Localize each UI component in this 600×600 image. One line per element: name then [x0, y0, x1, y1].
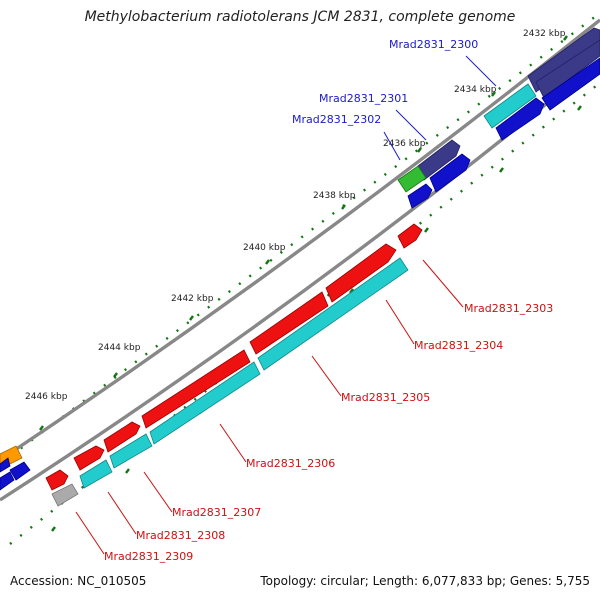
gene-arrow-2309-red: [45, 469, 69, 491]
scale-label-2436: 2436 kbp: [383, 139, 426, 149]
red-gene-labels: Mrad2831_2303 Mrad2831_2304 Mrad2831_230…: [75, 259, 553, 563]
leader-line-2302: [383, 131, 401, 161]
genome-stats-text: Topology: circular; Length: 6,077,833 bp…: [260, 574, 590, 588]
gene-arrow-cyan-3: [109, 433, 153, 469]
map-title: Methylobacterium radiotolerans JCM 2831,…: [84, 9, 516, 25]
gene-arrow-blue-right: [541, 57, 600, 111]
gene-label-2300[interactable]: Mrad2831_2300: [389, 38, 478, 51]
accession-text: Accession: NC_010505: [10, 574, 147, 588]
scale-label-2446: 2446 kbp: [25, 392, 68, 402]
leader-line-2306: [219, 423, 247, 463]
leader-line-2309: [75, 511, 105, 555]
gene-label-2303[interactable]: Mrad2831_2303: [464, 302, 553, 315]
gene-arrow-cyan-4: [79, 459, 113, 489]
scale-label-2438: 2438 kbp: [313, 191, 356, 201]
genome-backbone-outer: [0, 18, 600, 462]
gene-arrow-gray: [51, 483, 79, 507]
gene-arrow-cyan-long-2: [149, 361, 261, 445]
gene-arrow-cyan-long-1: [257, 257, 409, 371]
gene-arrow-blue-top: [495, 97, 545, 141]
outer-dotted-track: [0, 15, 597, 465]
gene-arrow-cyan-top: [483, 83, 537, 129]
gene-label-2308[interactable]: Mrad2831_2308: [136, 529, 225, 542]
gene-arrow-2303-red: [397, 223, 423, 249]
gene-arrow-2304-red: [325, 243, 397, 303]
gene-arrow-navy-right: [535, 39, 600, 99]
scale-labels: 2432 kbp 2434 kbp 2436 kbp 2438 kbp 2440…: [25, 29, 566, 402]
gene-label-2301[interactable]: Mrad2831_2301: [319, 92, 408, 105]
scale-label-2444: 2444 kbp: [98, 343, 141, 353]
scale-label-2432: 2432 kbp: [523, 29, 566, 39]
outer-strand-features: [0, 27, 600, 491]
leader-line-2301: [395, 109, 427, 141]
gene-label-2309[interactable]: Mrad2831_2309: [104, 550, 193, 563]
leader-line-2303: [422, 259, 464, 308]
leader-line-2305: [311, 355, 342, 397]
scale-label-2434: 2434 kbp: [454, 85, 497, 95]
gene-arrow-blue-left-2: [9, 461, 31, 481]
inner-strand-features: [0, 39, 600, 507]
gene-label-2306[interactable]: Mrad2831_2306: [246, 457, 335, 470]
scale-label-2442: 2442 kbp: [171, 294, 214, 304]
gene-label-2304[interactable]: Mrad2831_2304: [414, 339, 503, 352]
gene-arrow-blue-mid: [429, 153, 471, 193]
gene-arrow-2305-red: [249, 291, 329, 355]
blue-gene-labels: Mrad2831_2300 Mrad2831_2301 Mrad2831_230…: [292, 38, 497, 161]
gene-arrow-green: [397, 165, 427, 193]
leader-line-2308: [107, 491, 137, 535]
leader-line-2304: [385, 299, 415, 345]
gene-arrow-2306-red: [141, 349, 251, 429]
gene-arrow-blue-small: [407, 183, 433, 209]
gene-label-2305[interactable]: Mrad2831_2305: [341, 391, 430, 404]
gene-label-2307[interactable]: Mrad2831_2307: [172, 506, 261, 519]
gene-arrow-blue-left-0: [0, 457, 11, 473]
gene-arrow-2307-red: [103, 421, 141, 453]
scale-label-2440: 2440 kbp: [243, 243, 286, 253]
gene-arrow-2308-red: [73, 445, 105, 471]
leader-line-2300: [465, 55, 497, 87]
gene-label-2302[interactable]: Mrad2831_2302: [292, 113, 381, 126]
gene-arrow-blue-left-1: [0, 471, 15, 491]
leader-line-2307: [143, 471, 173, 513]
